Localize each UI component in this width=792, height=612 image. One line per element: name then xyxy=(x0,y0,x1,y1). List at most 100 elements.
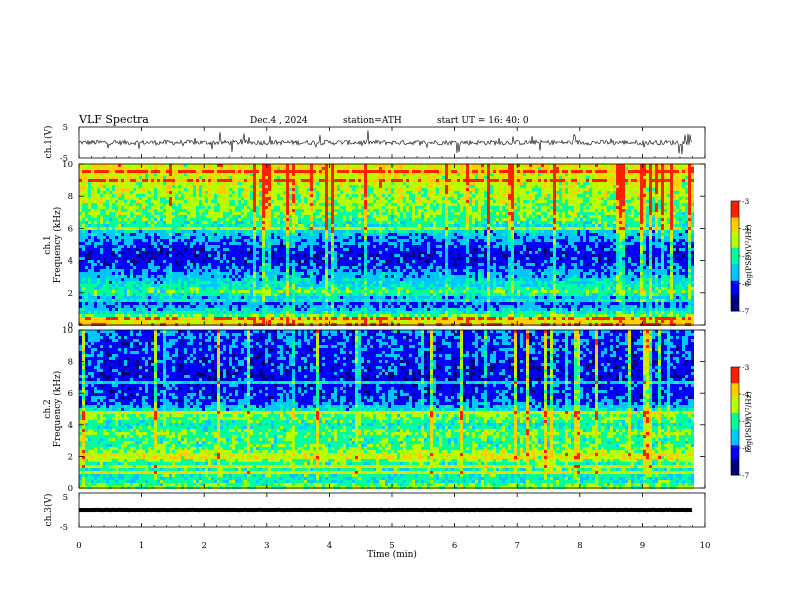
spectrogram-cell xyxy=(643,188,646,191)
spectrogram-cell xyxy=(550,221,553,224)
spectrogram-cell xyxy=(526,185,529,188)
spectrogram-cell xyxy=(547,215,550,218)
spectrogram-cell xyxy=(289,176,292,179)
spectrogram-cell xyxy=(691,197,694,200)
spectrogram-cell xyxy=(316,179,319,182)
spectrogram-cell xyxy=(442,164,445,167)
spectrogram-cell xyxy=(148,227,151,230)
spectrogram-cell xyxy=(103,215,106,218)
spectrogram-cell xyxy=(247,218,250,221)
spectrogram-cell xyxy=(319,164,322,167)
spectrogram-cell xyxy=(346,170,349,173)
spectrogram-cell xyxy=(682,176,685,179)
spectrogram-cell xyxy=(577,224,580,227)
spectrogram-cell xyxy=(598,224,601,227)
spectrogram-cell xyxy=(436,209,439,212)
spectrogram-cell xyxy=(172,164,175,167)
spectrogram-cell xyxy=(340,212,343,215)
spectrogram-cell xyxy=(403,206,406,209)
spectrogram-cell xyxy=(484,200,487,203)
spectrogram-cell xyxy=(160,167,163,170)
spectrogram-cell xyxy=(367,209,370,212)
spectrogram-cell xyxy=(388,212,391,215)
spectrogram-cell xyxy=(481,221,484,224)
spectrogram-cell xyxy=(616,170,619,173)
spectrogram-cell xyxy=(520,233,523,236)
spectrogram-cell xyxy=(400,170,403,173)
spectrogram-cell xyxy=(250,218,253,221)
spectrogram-cell xyxy=(214,200,217,203)
spectrogram-cell xyxy=(340,215,343,218)
spectrogram-cell xyxy=(571,203,574,206)
spectrogram-cell xyxy=(283,227,286,230)
spectrogram-cell xyxy=(571,200,574,203)
spectrogram-cell xyxy=(535,221,538,224)
spectrogram-cell xyxy=(259,167,262,170)
spectrogram-cell xyxy=(226,230,229,233)
spectrogram-cell xyxy=(112,179,115,182)
spectrogram-cell xyxy=(574,227,577,230)
spectrogram-cell xyxy=(397,203,400,206)
spectrogram-cell xyxy=(292,218,295,221)
spectrogram-cell xyxy=(277,209,280,212)
spectrogram-cell xyxy=(631,230,634,233)
spectrogram-cell xyxy=(442,215,445,218)
spectrogram-cell xyxy=(124,209,127,212)
spectrogram-cell xyxy=(220,209,223,212)
spectrogram-cell xyxy=(637,218,640,221)
spectrogram-cell xyxy=(277,203,280,206)
spectrogram-cell xyxy=(163,221,166,224)
spectrogram-cell xyxy=(460,197,463,200)
spectrogram-cell xyxy=(373,227,376,230)
spectrogram-cell xyxy=(166,206,169,209)
spectrogram-cell xyxy=(328,182,331,185)
spectrogram-cell xyxy=(436,197,439,200)
spectrogram-cell xyxy=(679,176,682,179)
spectrogram-cell xyxy=(265,221,268,224)
spectrogram-cell xyxy=(295,215,298,218)
spectrogram-cell xyxy=(508,188,511,191)
spectrogram-cell xyxy=(463,212,466,215)
figure-title: VLF Spectra xyxy=(78,113,149,126)
spectrogram-cell xyxy=(220,212,223,215)
spectrogram-cell xyxy=(214,236,217,239)
spectrogram-cell xyxy=(442,185,445,188)
spectrogram-cell xyxy=(283,209,286,212)
spectrogram-cell xyxy=(154,230,157,233)
spectrogram-cell xyxy=(673,179,676,182)
spectrogram-cell xyxy=(322,185,325,188)
spectrogram-cell xyxy=(289,185,292,188)
spectrogram-cell xyxy=(352,215,355,218)
spectrogram-cell xyxy=(133,167,136,170)
spectrogram-cell xyxy=(298,173,301,176)
spectrogram-cell xyxy=(97,164,100,167)
spectrogram-cell xyxy=(418,233,421,236)
spectrogram-cell xyxy=(637,230,640,233)
spectrogram-cell xyxy=(430,182,433,185)
spectrogram-cell xyxy=(688,167,691,170)
spectrogram-cell xyxy=(163,170,166,173)
spectrogram-cell xyxy=(328,188,331,191)
spectrogram-cell xyxy=(142,182,145,185)
spectrogram-cell xyxy=(328,185,331,188)
spectrogram-cell xyxy=(334,185,337,188)
spectrogram-cell xyxy=(316,200,319,203)
spectrogram-cell xyxy=(370,164,373,167)
spectrogram-cell xyxy=(535,200,538,203)
spectrogram-cell xyxy=(541,230,544,233)
spectrogram-cell xyxy=(211,230,214,233)
spectrogram-cell xyxy=(637,194,640,197)
spectrogram-cell xyxy=(295,230,298,233)
spectrogram-cell xyxy=(106,194,109,197)
spectrogram-cell xyxy=(538,167,541,170)
spectrogram-cell xyxy=(463,200,466,203)
spectrogram-cell xyxy=(154,206,157,209)
spectrogram-cell xyxy=(298,197,301,200)
spectrogram-cell xyxy=(115,209,118,212)
spectrogram-cell xyxy=(334,218,337,221)
spectrogram-cell xyxy=(607,209,610,212)
spectrogram-cell xyxy=(607,182,610,185)
spectrogram-cell xyxy=(106,206,109,209)
spectrogram-cell xyxy=(331,164,334,167)
spectrogram-cell xyxy=(181,188,184,191)
